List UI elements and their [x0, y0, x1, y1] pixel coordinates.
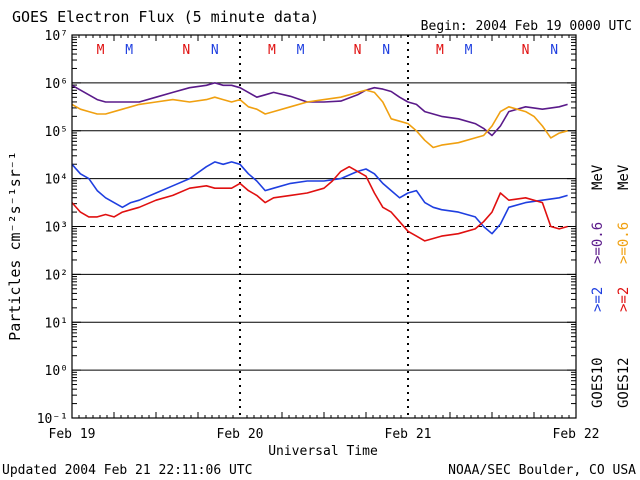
- mn-marker: N: [550, 43, 558, 58]
- mn-marker: M: [436, 43, 444, 58]
- y-tick-label: 10⁰: [45, 364, 68, 379]
- x-tick-label: Feb 19: [49, 427, 96, 442]
- series-line: [71, 89, 568, 149]
- legend-goes10-ge06: >=0.6: [590, 222, 606, 264]
- updated-label: Updated 2004 Feb 21 22:11:06 UTC: [2, 463, 252, 478]
- x-tick-label: Feb 22: [553, 427, 600, 442]
- mn-marker: N: [522, 43, 530, 58]
- legend-goes10-ge2: >=2: [590, 287, 606, 312]
- y-tick-label: 10²: [45, 268, 68, 283]
- legend-goes10: GOES10: [590, 357, 606, 408]
- x-tick-label: Feb 20: [217, 427, 264, 442]
- legend-mev-2: MeV: [616, 164, 632, 190]
- plot-frame: [71, 34, 577, 419]
- y-axis-label: Particles cm⁻²s⁻¹sr⁻¹: [6, 151, 24, 341]
- y-tick-label: 10⁴: [45, 173, 68, 188]
- mn-marker: M: [297, 43, 305, 58]
- right-legend: GOES10 GOES12 >=2 >=2 >=0.6 >=0.6 MeV Me…: [590, 164, 632, 408]
- series-line: [71, 82, 568, 137]
- mn-marker: M: [268, 43, 276, 58]
- legend-goes12: GOES12: [616, 357, 632, 408]
- series-line: [71, 165, 568, 242]
- legend-goes12-ge06: >=0.6: [616, 222, 632, 264]
- mn-marker: M: [97, 43, 105, 58]
- plot-area: 10⁻¹ 10⁰ 10¹ 10² 10³ 10⁴ 10⁵ 10⁶ 10⁷ Feb 19 Feb 20…: [37, 29, 600, 442]
- mn-marker: M: [125, 43, 133, 58]
- y-tick-label: 10¹: [45, 316, 68, 331]
- mn-marker: N: [211, 43, 219, 58]
- mn-marker: N: [354, 43, 362, 58]
- x-axis-label: Universal Time: [268, 444, 378, 459]
- mn-marker: M: [465, 43, 473, 58]
- x-tick-label: Feb 21: [385, 427, 432, 442]
- credit-label: NOAA/SEC Boulder, CO USA: [448, 463, 636, 478]
- legend-goes12-ge2: >=2: [616, 287, 632, 312]
- y-tick-label: 10⁷: [45, 29, 68, 44]
- y-tick-label: 10⁻¹: [37, 412, 68, 427]
- begin-label: Begin: 2004 Feb 19 0000 UTC: [421, 19, 632, 34]
- chart-title: GOES Electron Flux (5 minute data): [12, 8, 319, 26]
- series-line: [71, 161, 568, 235]
- y-tick-label: 10³: [45, 221, 68, 236]
- legend-mev-1: MeV: [590, 164, 606, 190]
- y-tick-label: 10⁶: [45, 77, 68, 92]
- y-tick-label: 10⁵: [45, 125, 68, 140]
- mn-marker: N: [182, 43, 190, 58]
- mn-marker: N: [382, 43, 390, 58]
